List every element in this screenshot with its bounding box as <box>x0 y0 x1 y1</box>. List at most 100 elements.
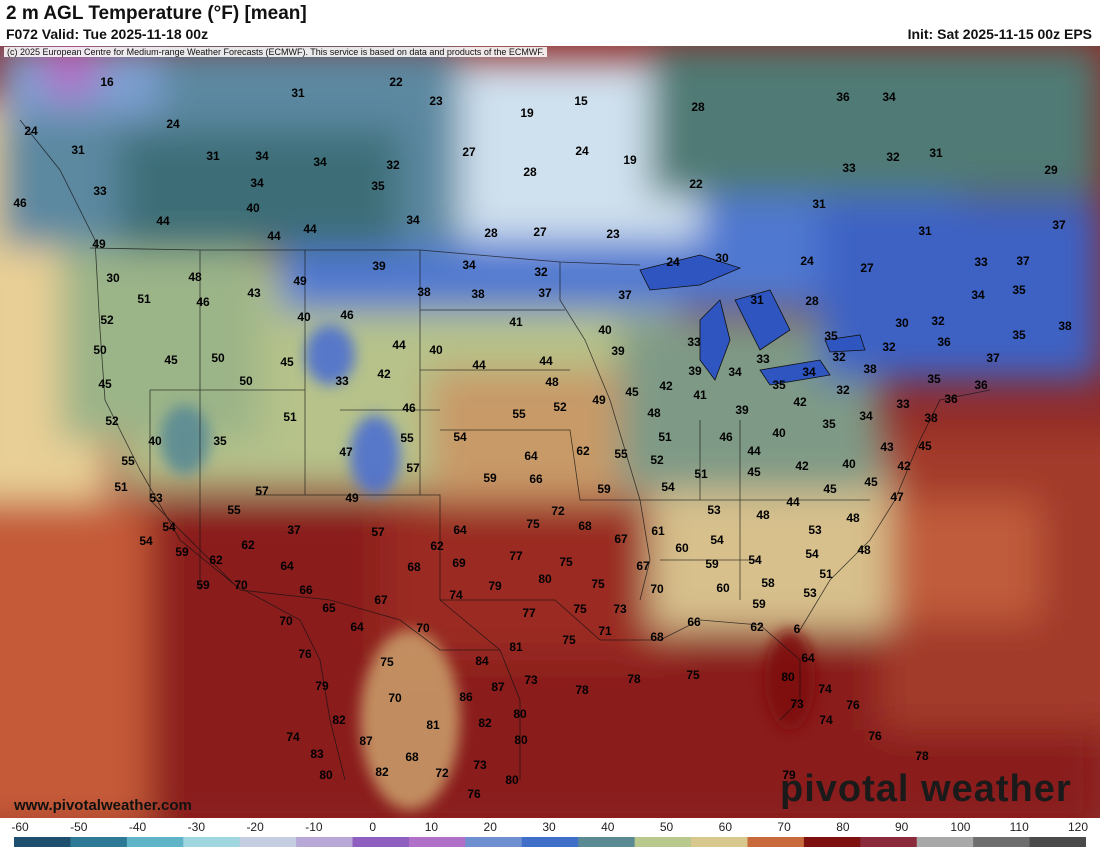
header: 2 m AGL Temperature (°F) [mean] F072 Val… <box>0 0 1100 46</box>
temperature-value: 77 <box>522 606 536 620</box>
temperature-value: 24 <box>166 117 180 131</box>
temperature-value: 35 <box>1012 328 1026 342</box>
temperature-value: 40 <box>842 457 856 471</box>
temperature-value: 49 <box>92 237 106 251</box>
colorbar-segment <box>747 837 805 847</box>
temperature-value: 59 <box>175 545 189 559</box>
temperature-value: 31 <box>929 146 943 160</box>
temperature-value: 62 <box>750 620 764 634</box>
colorbar-segment <box>860 837 918 847</box>
temperature-value: 34 <box>802 365 816 379</box>
temperature-value: 79 <box>782 768 796 782</box>
temperature-value: 39 <box>735 403 749 417</box>
temperature-value: 52 <box>100 313 114 327</box>
temperature-value: 69 <box>452 556 466 570</box>
temperature-value: 51 <box>137 292 151 306</box>
temperature-value: 44 <box>156 214 170 228</box>
temperature-value: 48 <box>545 375 559 389</box>
temperature-value: 34 <box>406 213 420 227</box>
temperature-value: 51 <box>658 430 672 444</box>
temperature-value: 36 <box>974 378 988 392</box>
temperature-value: 71 <box>598 624 612 638</box>
temperature-value: 33 <box>93 184 107 198</box>
temperature-value: 80 <box>781 670 795 684</box>
colorbar-tick-label: 120 <box>1067 820 1089 834</box>
temperature-value: 53 <box>803 586 817 600</box>
temperature-value: 62 <box>576 444 590 458</box>
temperature-value: 24 <box>666 255 680 269</box>
temperature-value: 44 <box>303 222 317 236</box>
temperature-value: 42 <box>795 459 809 473</box>
temperature-value: 40 <box>772 426 786 440</box>
temperature-value: 80 <box>514 733 528 747</box>
temperature-value: 19 <box>623 153 637 167</box>
temperature-value: 52 <box>650 453 664 467</box>
temperature-value: 36 <box>836 90 850 104</box>
temperature-value: 50 <box>239 374 253 388</box>
temperature-value: 57 <box>255 484 269 498</box>
temperature-value: 37 <box>1016 254 1030 268</box>
temperature-value: 86 <box>459 690 473 704</box>
temperature-value: 24 <box>800 254 814 268</box>
temperature-value: 81 <box>426 718 440 732</box>
temperature-value: 37 <box>287 523 301 537</box>
temperature-value: 22 <box>389 75 403 89</box>
temperature-value: 76 <box>467 787 481 801</box>
temperature-value: 75 <box>686 668 700 682</box>
temperature-value: 6 <box>794 622 801 636</box>
colorbar-segment <box>352 837 410 847</box>
temperature-value: 59 <box>196 578 210 592</box>
temperature-value: 57 <box>371 525 385 539</box>
temperature-value: 37 <box>1052 218 1066 232</box>
temperature-value: 33 <box>974 255 988 269</box>
temperature-value: 60 <box>716 581 730 595</box>
temperature-value: 74 <box>819 713 833 727</box>
temperature-value: 75 <box>526 517 540 531</box>
temperature-value: 32 <box>386 158 400 172</box>
temperature-value: 47 <box>890 490 904 504</box>
temperature-value: 51 <box>819 567 833 581</box>
temperature-value: 70 <box>416 621 430 635</box>
temperature-value: 37 <box>538 286 552 300</box>
temperature-value: 51 <box>114 480 128 494</box>
temperature-value: 54 <box>805 547 819 561</box>
temperature-value: 78 <box>627 672 641 686</box>
temperature-value: 53 <box>808 523 822 537</box>
temperature-value: 32 <box>832 350 846 364</box>
temperature-value: 72 <box>435 766 449 780</box>
temperature-value: 24 <box>24 124 38 138</box>
temperature-value: 19 <box>520 106 534 120</box>
temperature-value: 33 <box>842 161 856 175</box>
temperature-value: 35 <box>822 417 836 431</box>
temperature-value: 28 <box>805 294 819 308</box>
temperature-value: 16 <box>100 75 114 89</box>
temperature-value: 53 <box>707 503 721 517</box>
temperature-value: 34 <box>313 155 327 169</box>
temperature-value: 59 <box>705 557 719 571</box>
temperature-value: 82 <box>478 716 492 730</box>
temperature-value: 54 <box>748 553 762 567</box>
colorbar-segment <box>183 837 241 847</box>
temperature-value: 65 <box>322 601 336 615</box>
temperature-value: 74 <box>818 682 832 696</box>
site-url[interactable]: www.pivotalweather.com <box>14 797 192 814</box>
temperature-value: 28 <box>523 165 537 179</box>
temperature-value: 39 <box>688 364 702 378</box>
colorbar-tick-label: 110 <box>1009 820 1029 834</box>
temperature-value: 44 <box>472 358 486 372</box>
temperature-value: 31 <box>812 197 826 211</box>
temperature-value: 73 <box>473 758 487 772</box>
temperature-value: 66 <box>687 615 701 629</box>
temperature-value: 79 <box>315 679 329 693</box>
temperature-value: 81 <box>509 640 523 654</box>
colorbar-tick-label: 20 <box>483 820 497 834</box>
temperature-value: 68 <box>578 519 592 533</box>
temperature-value: 67 <box>374 593 388 607</box>
colorbar-segment <box>1029 837 1086 847</box>
temperature-value: 75 <box>573 602 587 616</box>
temperature-value: 44 <box>539 354 553 368</box>
temperature-value: 54 <box>661 480 675 494</box>
colorbar-tick-label: -50 <box>70 820 88 834</box>
forecast-map[interactable]: 16 22 23 15 28 36 34 31 24 24 19 31 31 34 34 32 27 24 19 28… <box>0 46 1100 818</box>
colorbar-segment <box>296 837 354 847</box>
